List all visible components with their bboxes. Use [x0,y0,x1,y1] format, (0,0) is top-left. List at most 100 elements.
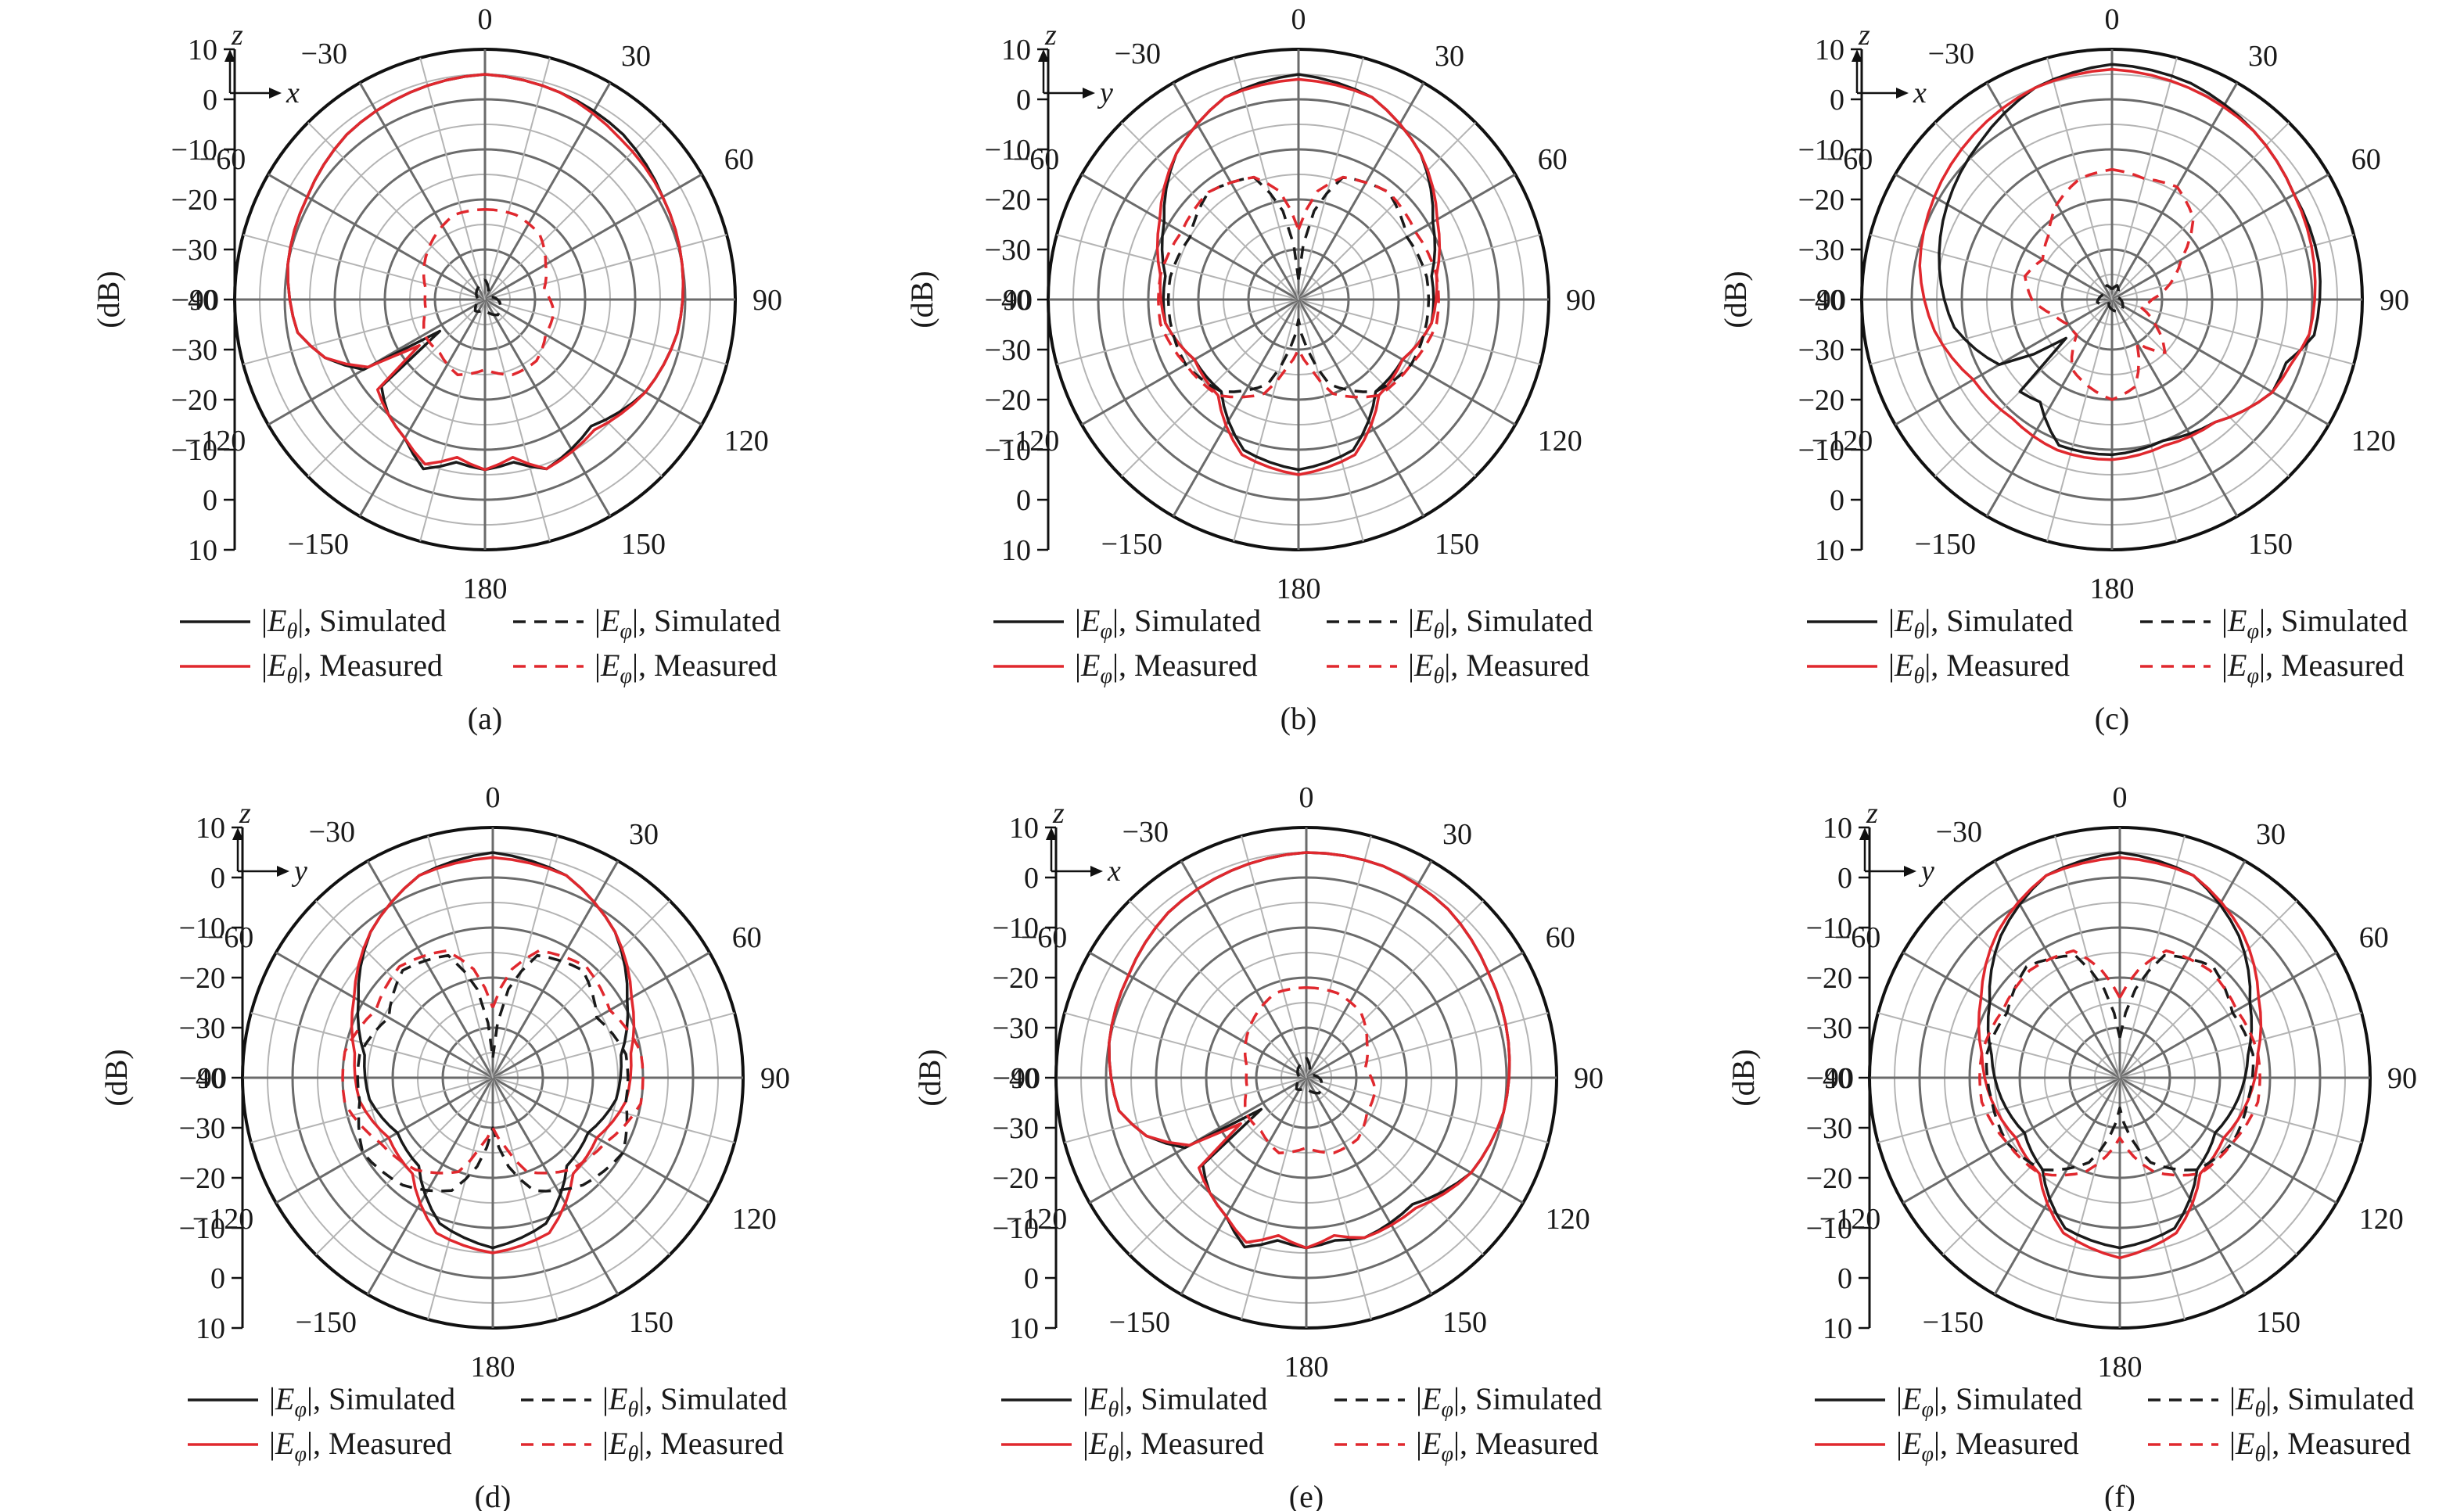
grid-spoke [1306,1012,1549,1079]
radial-tick-label: −20 [1798,184,1844,217]
radial-tick-label: −30 [993,1012,1039,1045]
coord-arrow-right-icon [1904,866,1916,877]
coord-label-horizontal: y [291,855,307,888]
angle-tick-label: 180 [2090,572,2135,605]
angle-tick-label: 90 [1574,1062,1604,1095]
radial-tick-label: −20 [993,962,1039,995]
grid-spoke [2111,122,2290,300]
grid-spoke [1298,299,1541,365]
radial-tick-label: −10 [985,134,1031,167]
angle-tick-label: 30 [621,40,651,73]
grid-spoke [1306,1077,1549,1143]
polar-panel-f: 10 0 −10 −20 −30 −40 −30 −20 −10 0 10 (dB) 0 30 60 90 12… [1726,781,2417,1511]
legend-label: Measured [2281,648,2405,683]
angle-tick-label: 0 [2113,781,2128,814]
radial-tick-label: 10 [1009,812,1039,845]
legend-component: θ [2254,1442,2265,1466]
angle-tick-label: 0 [1291,3,1306,36]
legend-component: φ [294,1398,307,1422]
radial-tick-label: 0 [1837,1262,1852,1295]
grid-spoke [1942,900,2121,1079]
angle-tick-label: −60 [1013,143,1059,176]
coord-label-vertical: z [1858,19,1870,52]
radial-tick-label: −10 [1806,1212,1852,1245]
grid-spoke [307,122,486,300]
legend-component: θ [286,619,297,644]
grid-spoke [484,173,702,301]
legend-label: Simulated [2287,1381,2414,1416]
coord-arrow-up-icon [224,49,235,62]
series-curve-4 [341,949,645,1175]
grid-spoke [1902,1076,2121,1204]
grid-spoke [1985,82,2114,300]
legend-entry: |Eφ|, Measured [594,648,778,688]
grid-spoke [1306,1077,1372,1320]
legend-entry: |Eφ|, Simulated [1416,1381,1602,1422]
legend-component: φ [1100,664,1112,688]
angle-tick-label: 180 [1284,1351,1329,1384]
grid-spoke [1129,1077,1307,1255]
radial-tick-label: −30 [1806,1012,1852,1045]
polar-panel-c: 10 0 −10 −20 −30 −40 −30 −20 −10 0 10 (dB) 0 30 60 90 12… [1718,3,2409,736]
angle-tick-label: 150 [1442,1306,1487,1339]
coord-arrow-right-icon [1090,866,1103,877]
legend-component: θ [627,1442,638,1466]
grid-spoke [1993,1077,2121,1295]
coord-label-horizontal: x [1107,855,1121,888]
angle-tick-label: −60 [199,143,246,176]
grid-spoke [307,299,486,477]
legend-component: θ [1108,1398,1119,1422]
angle-tick-label: −150 [1923,1306,1984,1339]
angle-tick-label: 60 [724,143,754,176]
grid-spoke [2111,299,2178,542]
angle-tick-label: 30 [1435,40,1464,73]
grid-spoke [1298,299,1364,542]
panel-caption: (b) [1280,701,1317,736]
radial-tick-label: −40 [985,284,1031,317]
radial-tick-label: 0 [1830,484,1844,517]
grid-spoke [1129,900,1307,1079]
angle-tick-label: −30 [1936,816,1982,849]
radial-tick-label: 0 [1024,862,1039,895]
angle-tick-label: −30 [301,38,347,70]
legend-label: Measured [1466,648,1589,683]
series-curve-4 [1978,949,2261,1177]
angle-tick-label: 60 [2359,921,2389,954]
grid-spoke [2119,900,2297,1079]
grid-spoke [1064,1077,1307,1143]
grid-spoke [1902,951,2121,1079]
angle-tick-label: −30 [1122,816,1169,849]
radial-tick-label: 10 [1815,534,1844,567]
angle-tick-label: −60 [207,921,253,954]
grid-spoke [2111,298,2329,426]
grid-spoke [1993,860,2121,1079]
grid-spoke [1305,860,1433,1079]
legend-component: θ [2254,1398,2265,1422]
angle-tick-label: 60 [732,921,762,954]
grid-spoke [1985,299,2114,517]
angle-tick-label: 30 [629,818,659,851]
coord-label-vertical: z [1052,797,1065,830]
legend-label: Measured [1140,1426,1264,1461]
radial-tick-label: −30 [993,1112,1039,1145]
series-curve-2 [1155,77,1442,476]
radial-tick-label: 10 [188,534,217,567]
radial-tick-label: −10 [1798,434,1844,467]
grid-spoke [358,82,487,300]
polar-panel-a: 10 0 −10 −20 −30 −40 −30 −20 −10 0 10 (dB) 0 30 60 90 12… [91,3,782,736]
grid-spoke [1306,1076,1524,1204]
legend-entry: |Eφ|, Simulated [1896,1381,2082,1422]
grid-spoke [1298,234,1541,300]
radial-tick-label: −10 [171,434,217,467]
legend-component: θ [627,1398,638,1422]
legend-entry: |Eθ|, Measured [1408,648,1589,688]
radial-tick-label: 10 [1001,534,1031,567]
legend-label: Measured [1946,648,2070,683]
grid-spoke [2111,173,2329,301]
angle-tick-label: 60 [2351,143,2381,176]
angle-tick-label: 150 [2256,1306,2301,1339]
legend-entry: |Eθ|, Simulated [261,603,446,644]
legend-label: Simulated [319,603,446,638]
series-curve-3 [1295,1057,1324,1095]
